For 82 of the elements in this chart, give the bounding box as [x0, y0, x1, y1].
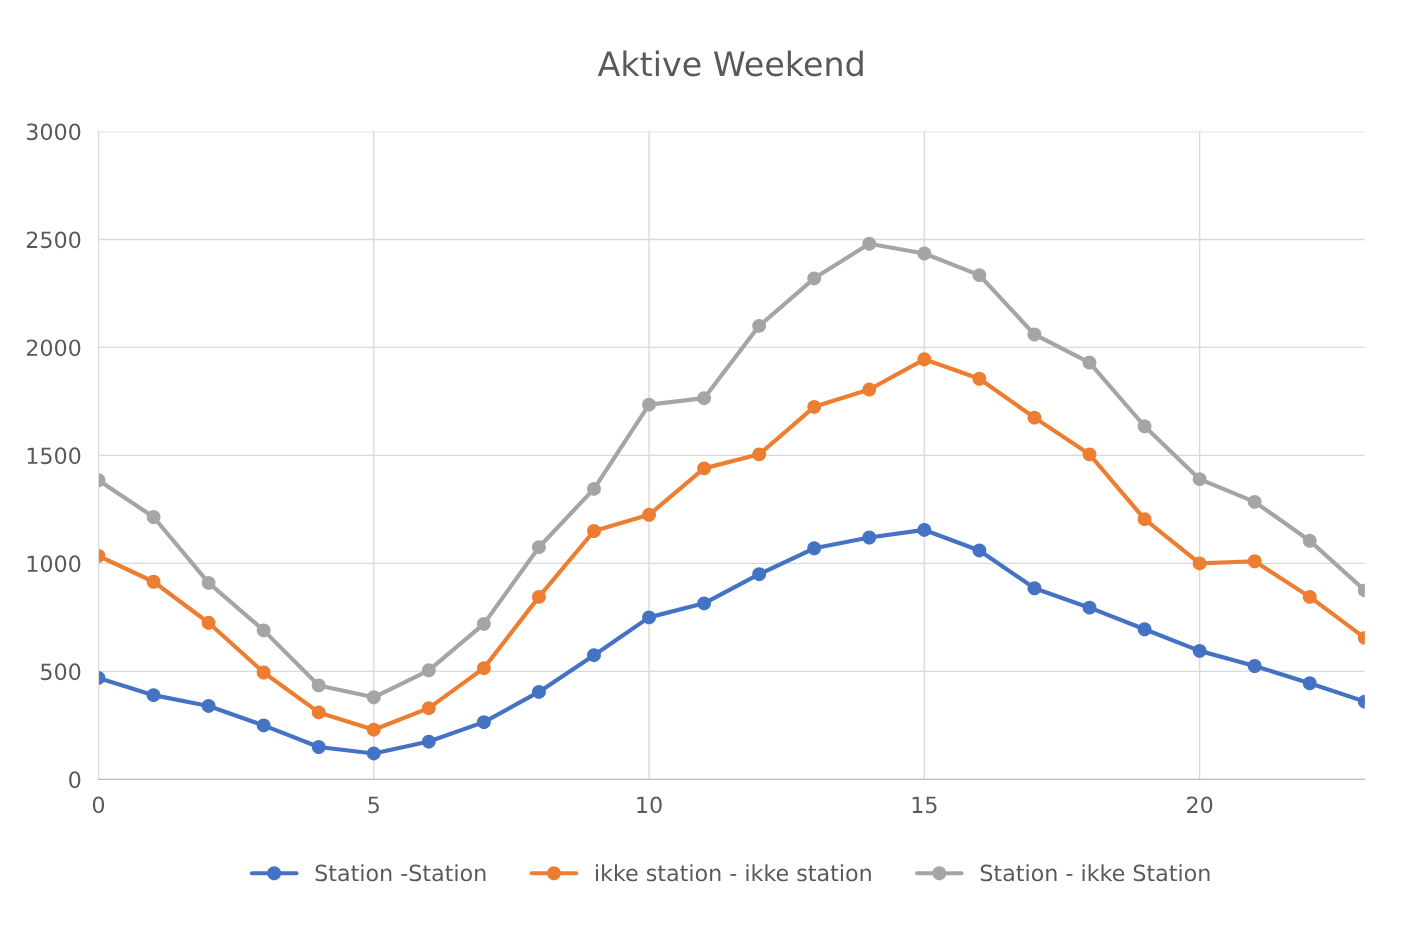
point — [366, 690, 381, 705]
x-tick-label: 10 — [637, 796, 662, 814]
point — [917, 246, 932, 261]
point — [476, 661, 491, 676]
point — [642, 610, 656, 625]
point — [972, 268, 987, 283]
y-tick-label: 1500 — [27, 447, 81, 465]
point — [311, 678, 326, 693]
point — [421, 663, 436, 678]
point — [146, 574, 161, 589]
point — [146, 510, 161, 524]
point — [917, 522, 932, 537]
point — [421, 701, 436, 716]
x-tick-label: 15 — [912, 796, 937, 814]
point — [1027, 327, 1042, 342]
point — [752, 447, 767, 462]
point — [642, 507, 656, 522]
point — [862, 236, 877, 251]
point — [1082, 355, 1097, 370]
legend-label: ikke station - ikke station — [596, 864, 871, 882]
point — [366, 746, 381, 761]
point — [1137, 512, 1152, 527]
point — [1082, 600, 1097, 615]
point — [1192, 643, 1207, 658]
point — [807, 271, 822, 286]
x-tick-label: 5 — [368, 796, 379, 814]
point — [256, 623, 271, 638]
point — [476, 715, 491, 730]
point — [972, 543, 987, 558]
point — [972, 371, 987, 386]
y-tick-label: 0 — [69, 771, 81, 789]
point — [421, 734, 436, 749]
point — [201, 699, 216, 713]
point — [862, 382, 877, 397]
point — [366, 722, 381, 737]
y-tick-label: 2000 — [26, 339, 81, 357]
point — [311, 740, 326, 754]
point — [752, 567, 767, 582]
point — [917, 352, 932, 367]
point — [1192, 556, 1207, 571]
point — [752, 318, 767, 333]
point — [1247, 494, 1262, 509]
y-tick-label: 2500 — [26, 231, 81, 249]
point — [1247, 554, 1262, 569]
legend-label: Station -Station — [315, 864, 486, 882]
point — [476, 616, 491, 631]
point — [1027, 410, 1042, 425]
point — [1247, 659, 1262, 673]
point — [642, 397, 656, 412]
point — [311, 705, 326, 720]
point — [587, 481, 601, 496]
point — [697, 391, 712, 406]
point — [256, 718, 271, 733]
y-tick-label: 500 — [41, 663, 81, 681]
point — [1302, 589, 1317, 604]
point — [1137, 622, 1152, 637]
point — [146, 688, 161, 703]
x-tick-label: 20 — [1187, 796, 1213, 814]
y-tick-label: 3000 — [26, 123, 81, 141]
point — [807, 541, 822, 556]
point — [862, 530, 877, 545]
point — [201, 575, 216, 590]
point — [532, 540, 546, 555]
y-tick-label: 1000 — [27, 555, 81, 573]
chart-title: Aktive Weekend — [597, 50, 863, 77]
legend-label: Station - ikke Station — [980, 864, 1210, 882]
point — [201, 615, 216, 630]
point — [1027, 581, 1042, 596]
point — [1302, 676, 1317, 691]
point — [532, 684, 546, 699]
point — [256, 665, 271, 680]
point — [697, 461, 712, 476]
point — [1137, 419, 1152, 434]
point — [807, 399, 822, 414]
point — [697, 596, 712, 611]
point — [1082, 447, 1097, 462]
point — [587, 524, 601, 538]
point — [1302, 533, 1317, 548]
x-tick-label: 0 — [92, 796, 105, 814]
point — [532, 589, 546, 604]
point — [587, 648, 601, 663]
point — [1192, 472, 1207, 487]
